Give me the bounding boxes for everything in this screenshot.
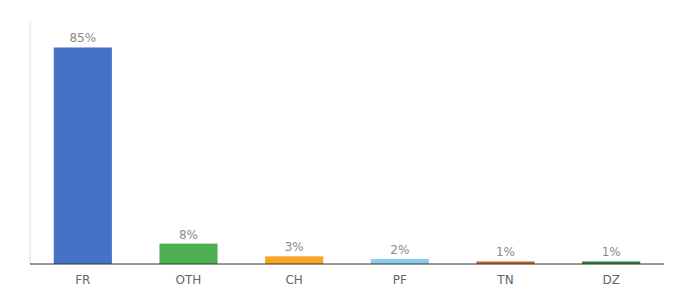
- x-tick-label: FR: [75, 273, 90, 287]
- data-label: 85%: [69, 31, 96, 45]
- x-tick-label: DZ: [602, 273, 619, 287]
- chart-svg: 85% 8% 3% 2% 1% 1% FR OTH CH PF TN DZ: [0, 0, 680, 300]
- x-tick-label: TN: [496, 273, 513, 287]
- data-labels: 85% 8% 3% 2% 1% 1%: [69, 31, 620, 259]
- data-label: 1%: [496, 245, 515, 259]
- bar: [54, 47, 112, 264]
- x-axis-line: [30, 264, 664, 265]
- x-tick-label: PF: [393, 273, 407, 287]
- bar: [371, 259, 429, 264]
- data-label: 3%: [285, 240, 304, 254]
- bar: [265, 256, 323, 264]
- data-label: 2%: [390, 243, 409, 257]
- y-axis-line: [30, 22, 31, 264]
- x-tick-labels: FR OTH CH PF TN DZ: [75, 273, 620, 287]
- data-label: 8%: [179, 228, 198, 242]
- data-label: 1%: [602, 245, 621, 259]
- chart-container: 85% 8% 3% 2% 1% 1% FR OTH CH PF TN DZ: [0, 0, 680, 300]
- x-tick-label: CH: [285, 273, 302, 287]
- bars: [54, 47, 640, 264]
- x-tick-label: OTH: [176, 273, 202, 287]
- bar: [159, 244, 217, 264]
